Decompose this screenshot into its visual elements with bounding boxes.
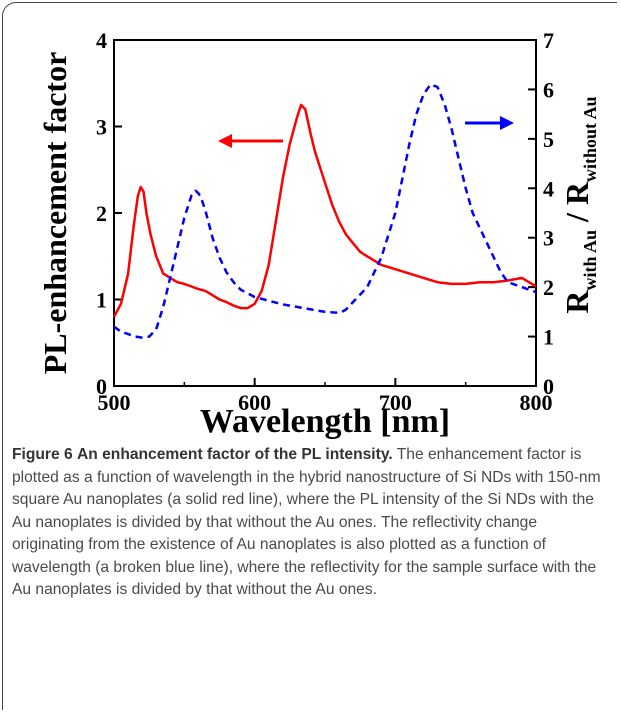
figure-caption: Figure 6 An enhancement factor of the PL… (12, 444, 610, 602)
y-axis-label-left: PL-enhancement factor (37, 52, 73, 375)
y-right-tick-label: 2 (543, 275, 554, 300)
red-arrow-annotation (218, 134, 283, 148)
y-right-tick-label: 3 (543, 226, 554, 251)
y-right-tick-label: 0 (543, 374, 554, 399)
y-axis-label-right-sub2: without Au (580, 96, 600, 182)
y-right-tick-label: 6 (543, 77, 554, 102)
y-right-tick-label: 4 (543, 176, 554, 201)
x-tick-label: 700 (379, 390, 412, 415)
y-left-tick-label: 3 (96, 115, 107, 140)
y-left-tick-label: 0 (96, 374, 107, 399)
y-left-tick-label: 2 (96, 201, 107, 226)
y-right-tick-label: 5 (543, 127, 554, 152)
caption-body: The enhancement factor is plotted as a f… (12, 446, 601, 598)
caption-lead: Figure 6 (12, 446, 73, 463)
x-tick-label: 800 (520, 390, 553, 415)
caption-title: An enhancement factor of the PL intensit… (77, 446, 393, 463)
y-axis-label-right: Rwith Au / Rwithout Au (559, 96, 600, 313)
reflectivity-ratio-line (113, 83, 537, 339)
x-tick-label: 600 (238, 390, 271, 415)
y-left-tick-label: 1 (96, 288, 107, 313)
y-axis-label-right-sep: / R (559, 181, 595, 230)
y-right-tick-label: 7 (543, 28, 554, 53)
pl-enhancement-line (112, 103, 537, 318)
y-axis-label-right-main: R (559, 290, 595, 314)
x-axis-label: Wavelength [nm] (200, 403, 450, 440)
blue-arrow-annotation (465, 116, 514, 130)
x-tick-label: 500 (98, 390, 131, 415)
y-right-tick-label: 1 (543, 325, 554, 350)
y-axis-label-right-sub1: with Au (580, 230, 600, 291)
y-left-tick-label: 4 (96, 28, 107, 53)
